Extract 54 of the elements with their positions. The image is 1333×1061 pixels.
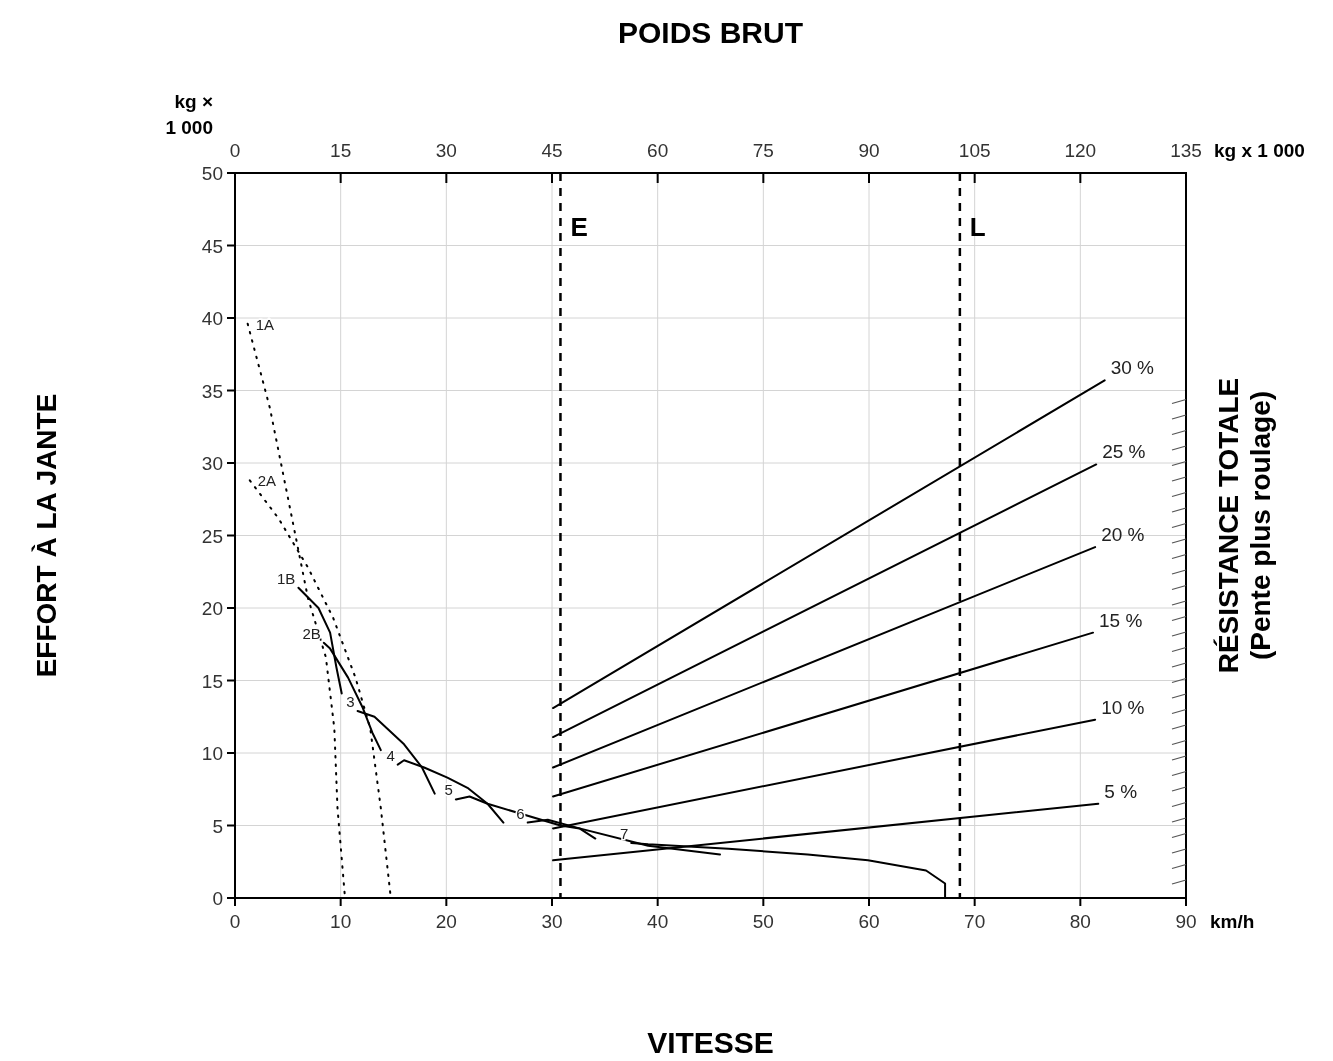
x2-tick-label: 60: [647, 140, 669, 161]
series-label: 5: [444, 781, 453, 799]
series-label: 3: [346, 692, 355, 710]
series-label: 7: [619, 824, 629, 842]
y-tick-label: 50: [201, 163, 223, 184]
x2-tick-label: 90: [858, 140, 880, 161]
series-label: 4: [386, 746, 395, 764]
series-label: 1B: [277, 569, 296, 587]
series-label: 2B: [302, 624, 321, 642]
x2-tick-label: 75: [752, 140, 774, 161]
series-label: 20 %: [1101, 524, 1145, 546]
x2-tick-label: 0: [229, 140, 241, 161]
x2-tick-label: 15: [330, 140, 352, 161]
text: kg × 1 000: [165, 91, 213, 138]
y-tick-label: 5: [212, 815, 223, 837]
y-axis-title: EFFORT À LA JANTE: [31, 393, 62, 678]
ref-line-label: E: [570, 212, 588, 242]
x2-tick-label: 135: [1170, 140, 1202, 161]
y-tick-label: 40: [201, 308, 223, 329]
y-tick-label: 15: [201, 670, 223, 692]
y-tick-label: 0: [212, 888, 223, 909]
series-label: 2A: [257, 472, 277, 490]
x-tick-label: 30: [541, 911, 563, 932]
x-tick-label: 20: [435, 911, 457, 932]
series-label: 1A: [255, 315, 275, 333]
x2-tick-label: 30: [435, 140, 457, 161]
text: kg x 1 000: [1214, 140, 1305, 161]
x-tick-label: 90: [1175, 911, 1197, 932]
x-tick-label: 50: [752, 911, 774, 932]
x-tick-label: 80: [1069, 911, 1091, 932]
x-tick-label: 40: [647, 911, 669, 932]
series-label: 5 %: [1104, 780, 1138, 802]
x2-tick-label: 45: [541, 140, 563, 161]
x-tick-label: 10: [330, 911, 352, 932]
series-label: 15 %: [1099, 609, 1143, 631]
series-label: 25 %: [1102, 441, 1146, 463]
x2-tick-label: 105: [958, 140, 991, 161]
series-label: 30 %: [1110, 357, 1155, 379]
y-tick-label: 10: [201, 743, 223, 764]
x2-tick-label: 120: [1064, 140, 1097, 161]
x2-axis-title: POIDS BRUT: [617, 16, 804, 49]
y-tick-label: 30: [201, 453, 223, 474]
y-tick-label: 35: [201, 380, 223, 402]
text: km/h: [1210, 911, 1255, 932]
y-tick-label: 25: [201, 525, 223, 547]
y2-axis-title: RÉSISTANCE TOTALE (Pente plus roulage): [1213, 377, 1276, 674]
series-label: 10 %: [1101, 696, 1145, 718]
y-tick-label: 45: [201, 235, 223, 257]
ref-line-label: L: [969, 212, 986, 242]
y-tick-label: 20: [201, 598, 223, 619]
x-tick-label: 60: [858, 911, 880, 932]
x-axis-title: VITESSE: [647, 1026, 774, 1059]
x-tick-label: 70: [964, 911, 986, 932]
x-tick-label: 0: [229, 911, 241, 932]
